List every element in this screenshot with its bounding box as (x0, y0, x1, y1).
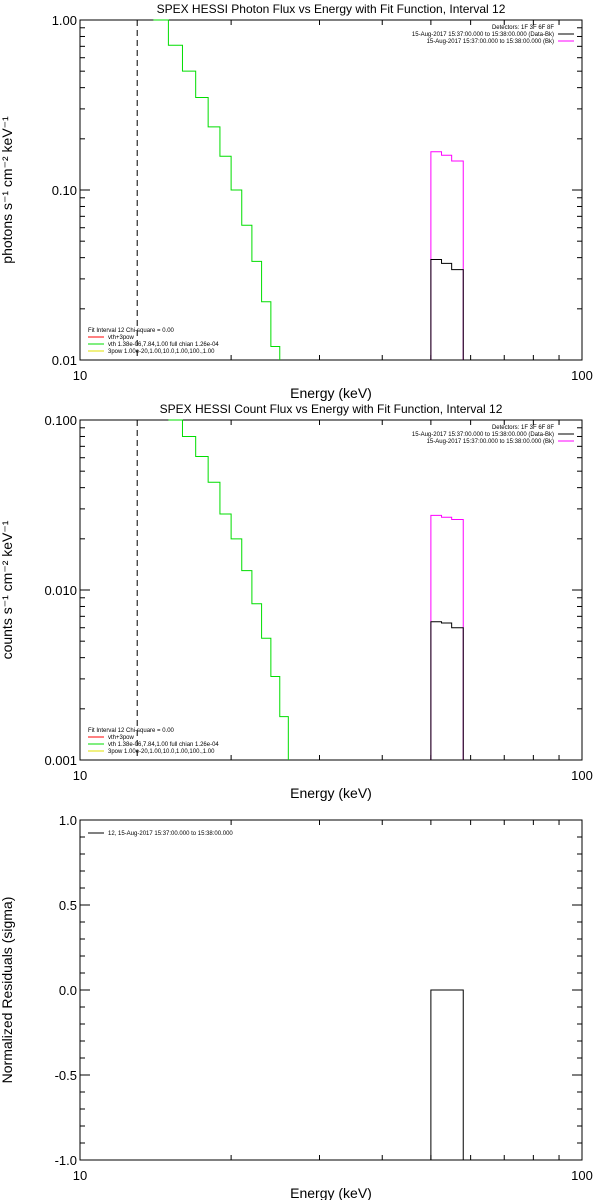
fit-legend-label: vth+3pow (108, 735, 135, 741)
series-1-steps (168, 419, 289, 760)
fit-legend-label: vth 1.38e-06,7.84,1.00 full chian 1.26e-… (108, 342, 219, 348)
series-1-steps (430, 989, 464, 1160)
x-tick-label: 10 (73, 368, 87, 383)
series-3-steps (430, 259, 464, 360)
x-axis-label: Energy (keV) (290, 785, 372, 801)
chart-panel-3: 10 100 1.0 0.5 0.0 -0.5 -1.0 Energy (keV) Normal… (0, 813, 593, 1200)
chart-panel-2: SPEX HESSI Count Flux vs Energy with Fit… (0, 402, 593, 801)
series-2-steps (430, 514, 464, 760)
y-axis-label: photons s⁻¹ cm⁻² keV⁻¹ (0, 116, 15, 264)
data-legend-label: 15-Aug-2017 15:37:00.000 to 15:38:00.000… (427, 439, 554, 445)
data-legend-label: 15-Aug-2017 15:37:00.000 to 15:38:00.000… (412, 32, 554, 38)
series-1-steps (153, 19, 281, 360)
y-axis-label: counts s⁻¹ cm⁻² keV⁻¹ (0, 520, 15, 659)
data-legend-label: 12, 15-Aug-2017 15:37:00.000 to 15:38:00… (108, 831, 233, 837)
x-tick-label: 10 (73, 1168, 87, 1183)
y-axis-label: Normalized Residuals (sigma) (0, 897, 15, 1084)
chart-title: SPEX HESSI Photon Flux vs Energy with Fi… (157, 2, 506, 16)
x-axis-label: Energy (keV) (290, 385, 372, 401)
chart-title: SPEX HESSI Count Flux vs Energy with Fit… (160, 402, 503, 416)
y-tick-label: 0.010 (44, 583, 77, 598)
y-tick-label: -1.0 (55, 1153, 77, 1168)
y-tick-label: 0.10 (52, 183, 77, 198)
series-3-steps (430, 621, 464, 760)
chart-panel-1: SPEX HESSI Photon Flux vs Energy with Fi… (0, 2, 593, 401)
data-legend-header: Detectors: 1F 3F 6F 8F (492, 25, 554, 31)
y-tick-label: 0.100 (44, 413, 77, 428)
y-tick-label: 0.0 (59, 983, 77, 998)
data-legend-header: Detectors: 1F 3F 6F 8F (492, 425, 554, 431)
x-tick-label: 100 (571, 1168, 593, 1183)
x-axis-label: Energy (keV) (290, 1185, 372, 1200)
y-tick-label: 1.00 (52, 13, 77, 28)
y-tick-label: 1.0 (59, 813, 77, 828)
y-tick-label: -0.5 (55, 1068, 77, 1083)
data-legend-label: 15-Aug-2017 15:37:00.000 to 15:38:00.000… (412, 432, 554, 438)
x-tick-label: 100 (571, 768, 593, 783)
plot-frame (79, 819, 583, 1161)
fit-legend-label: vth+3pow (108, 335, 135, 341)
fit-legend-label: 3pow 1.00e-20,1.00,10.0,1.00,100.,1.00 (108, 349, 215, 355)
x-tick-label: 100 (571, 368, 593, 383)
plot-frame (79, 19, 583, 361)
x-tick-label: 10 (73, 768, 87, 783)
data-legend-label: 15-Aug-2017 15:37:00.000 to 15:38:00.000… (427, 39, 554, 45)
fit-legend-label: vth 1.38e-06,7.84,1.00 full chian 1.26e-… (108, 742, 219, 748)
fit-legend-label: 3pow 1.00e-20,1.00,10.0,1.00,100.,1.00 (108, 749, 215, 755)
y-tick-label: 0.001 (44, 753, 77, 768)
fit-legend-header: Fit Interval 12 Chi-square = 0.00 (88, 328, 175, 334)
plot-frame (79, 419, 583, 761)
y-tick-label: 0.5 (59, 898, 77, 913)
series-2-steps (430, 151, 464, 360)
fit-legend-header: Fit Interval 12 Chi-square = 0.00 (88, 728, 175, 734)
y-tick-label: 0.01 (52, 353, 77, 368)
